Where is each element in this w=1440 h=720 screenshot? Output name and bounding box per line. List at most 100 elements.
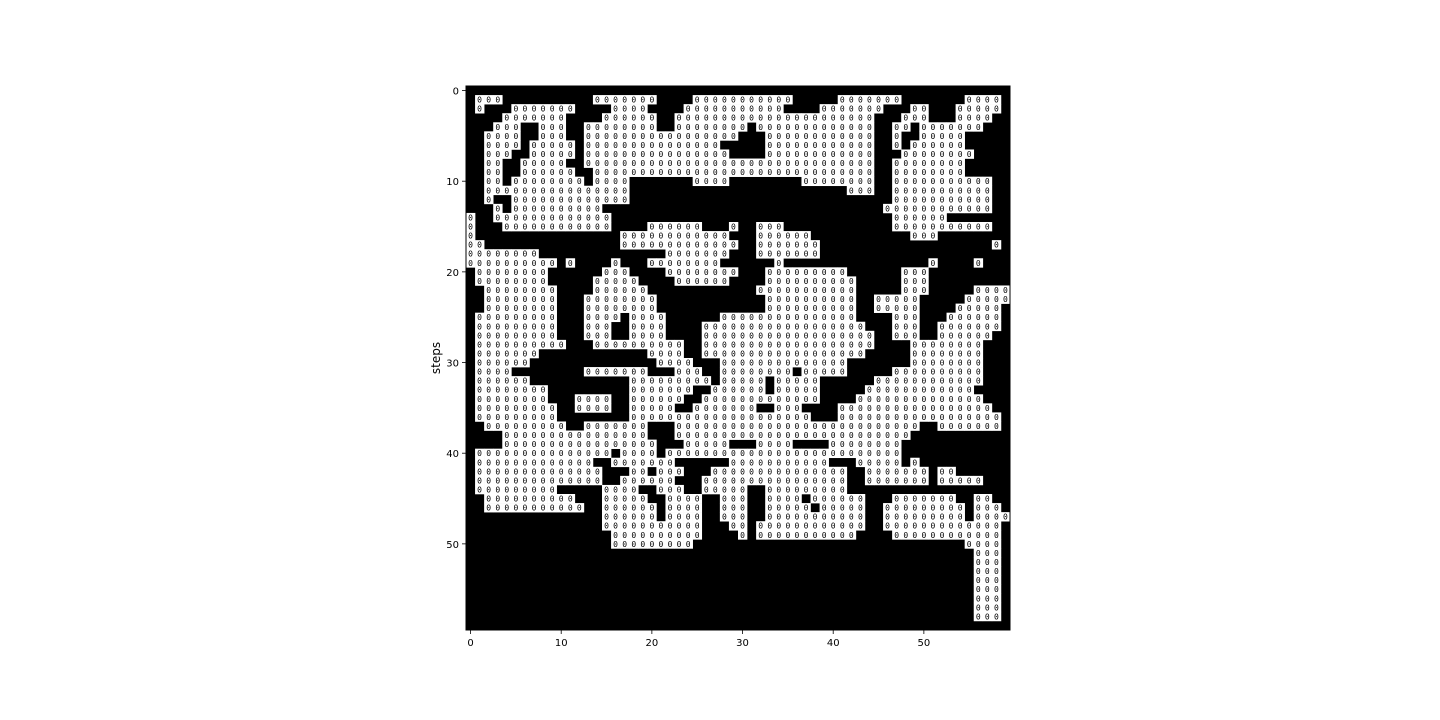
heatmap-cell — [583, 149, 594, 159]
cell-value-label: 0 — [804, 295, 809, 304]
heatmap-cell — [529, 222, 539, 232]
cell-value-label: 0 — [840, 286, 845, 295]
cell-value-label: 0 — [686, 259, 691, 268]
cell-value-label: 0 — [858, 513, 863, 522]
cell-value-label: 0 — [949, 313, 954, 322]
cell-value-label: 0 — [668, 259, 673, 268]
heatmap-cell — [765, 122, 775, 132]
cell-value-label: 0 — [958, 377, 963, 386]
cell-value-label: 0 — [523, 422, 528, 431]
cell-value-label: 0 — [921, 467, 926, 476]
cell-value-label: 0 — [677, 259, 682, 268]
cell-value-label: 0 — [912, 186, 917, 195]
heatmap-cell — [574, 203, 585, 214]
cell-value-label: 0 — [894, 304, 899, 313]
cell-value-label: 0 — [640, 386, 645, 395]
cell-value-label: 0 — [785, 241, 790, 250]
heatmap-cell — [701, 167, 712, 177]
heatmap-cell — [955, 140, 965, 150]
cell-value-label: 0 — [622, 150, 627, 159]
cell-value-label: 0 — [958, 141, 963, 150]
heatmap-cell — [792, 240, 802, 250]
cell-value-label: 0 — [613, 186, 618, 195]
heatmap-cell — [674, 358, 684, 368]
heatmap-cell — [656, 258, 666, 268]
cell-value-label: 0 — [967, 340, 972, 349]
heatmap-cell — [611, 194, 621, 205]
heatmap-cell — [692, 376, 703, 386]
cell-value-label: 0 — [894, 458, 899, 467]
cell-value-label: 0 — [840, 304, 845, 313]
cell-value-label: 0 — [903, 123, 908, 132]
heatmap-cell — [647, 339, 657, 350]
cell-value-label: 0 — [776, 322, 781, 331]
heatmap-cell — [837, 113, 848, 123]
heatmap-cell — [765, 222, 775, 232]
cell-value-label: 0 — [523, 377, 528, 386]
cell-value-label: 0 — [631, 168, 636, 177]
cell-value-label: 0 — [776, 476, 781, 485]
cell-value-label: 0 — [659, 404, 664, 413]
cell-value-label: 0 — [767, 504, 772, 513]
cell-value-label: 0 — [649, 232, 654, 241]
cell-value-label: 0 — [867, 340, 872, 349]
cell-value-label: 0 — [740, 313, 745, 322]
cell-value-label: 0 — [985, 540, 990, 549]
heatmap-cell — [620, 294, 630, 304]
cell-value-label: 0 — [767, 223, 772, 232]
cell-value-label: 0 — [704, 331, 709, 340]
heatmap-cell — [484, 330, 494, 341]
heatmap-cell — [756, 222, 766, 232]
heatmap-cell — [529, 194, 539, 205]
heatmap-cell — [511, 276, 521, 286]
cell-value-label: 0 — [550, 422, 555, 431]
heatmap-cell — [629, 140, 639, 150]
cell-value-label: 0 — [677, 422, 682, 431]
heatmap-cell — [547, 258, 557, 268]
heatmap-cell — [810, 376, 820, 386]
heatmap-cell — [602, 167, 612, 177]
cell-value-label: 0 — [985, 114, 990, 123]
cell-value-label: 0 — [559, 431, 564, 440]
cell-value-label: 0 — [858, 123, 863, 132]
cell-value-label: 0 — [822, 114, 827, 123]
cell-value-label: 0 — [486, 368, 491, 377]
cell-value-label: 0 — [532, 413, 537, 422]
heatmap-cell — [638, 240, 648, 250]
heatmap-cell — [765, 104, 775, 114]
heatmap-cell — [964, 122, 975, 132]
cell-value-label: 0 — [604, 431, 609, 440]
cell-value-label: 0 — [813, 295, 818, 304]
cell-value-label: 0 — [695, 159, 700, 168]
cell-value-label: 0 — [640, 304, 645, 313]
cell-value-label: 0 — [613, 141, 618, 150]
heatmap-cell — [538, 276, 548, 286]
heatmap-cell — [511, 267, 521, 277]
cell-value-label: 0 — [668, 340, 673, 349]
cell-value-label: 0 — [849, 304, 854, 313]
heatmap-cell — [475, 312, 485, 323]
cell-value-label: 0 — [804, 277, 809, 286]
cell-value-label: 0 — [840, 449, 845, 458]
cell-value-label: 0 — [985, 304, 990, 313]
cell-value-label: 0 — [604, 449, 609, 458]
cell-value-label: 0 — [677, 377, 682, 386]
heatmap-cell — [683, 267, 693, 277]
cell-value-label: 0 — [795, 485, 800, 494]
cell-value-label: 0 — [532, 404, 537, 413]
cell-value-label: 0 — [559, 141, 564, 150]
heatmap-cell — [738, 158, 748, 168]
heatmap-cell — [819, 267, 829, 277]
heatmap-cell — [955, 358, 965, 368]
heatmap-cell — [783, 303, 793, 313]
heatmap-cell — [828, 276, 839, 286]
heatmap-cell — [592, 312, 603, 323]
heatmap-cell — [493, 249, 503, 259]
cell-value-label: 0 — [958, 413, 963, 422]
heatmap-cell — [765, 240, 775, 250]
cell-value-label: 0 — [949, 467, 954, 476]
heatmap-cell — [964, 104, 975, 114]
cell-value-label: 0 — [523, 331, 528, 340]
cell-value-label: 0 — [668, 250, 673, 259]
cell-value-label: 0 — [912, 114, 917, 123]
